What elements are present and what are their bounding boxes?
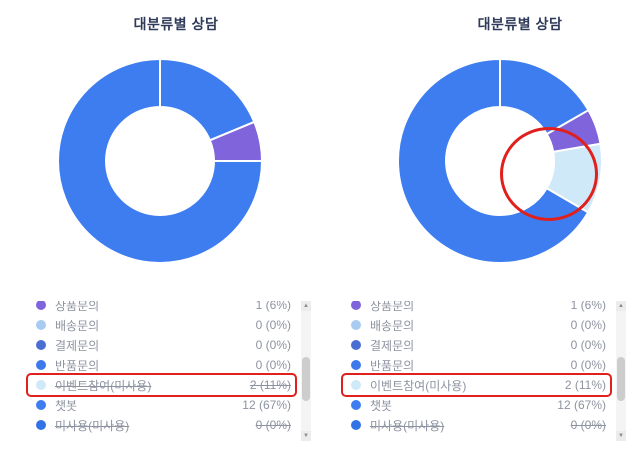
scrollbar-thumb[interactable] [302, 357, 310, 401]
legend-color-dot [36, 340, 46, 350]
donut-chart-right [397, 57, 603, 264]
legend-value: 1 (6%) [570, 301, 606, 312]
legend-label: 반품문의 [370, 358, 415, 373]
legend-value: 0 (0%) [255, 358, 291, 372]
legend-item[interactable]: 이벤트참여(미사용) 2 (11%) [343, 375, 610, 395]
legend-label: 상품문의 [370, 301, 415, 313]
legend-item[interactable]: 반품문의 0 (0%) [343, 355, 610, 375]
legend-value: 12 (67%) [557, 398, 606, 412]
legend-label: 미사용(미사용) [370, 418, 445, 433]
legend-color-dot [351, 320, 361, 330]
legend-label: 반품문의 [55, 358, 100, 373]
legend-label: 이벤트참여(미사용) [370, 378, 467, 393]
legend-color-dot [36, 320, 46, 330]
legend-color-dot [36, 360, 46, 370]
legend-color-dot [351, 301, 361, 310]
donut-chart-left [57, 57, 264, 264]
legend-value: 1 (6%) [255, 301, 291, 312]
legend-value: 2 (11%) [249, 378, 291, 392]
legend-item[interactable]: 미사용(미사용) 0 (0%) [343, 415, 610, 435]
legend-left: 상품문의 1 (6%) 배송문의 0 (0%) 결제문의 0 (0%) 반품문의 0 (0%)… [24, 301, 311, 441]
legend-color-dot [36, 420, 46, 430]
legend-item[interactable]: 미사용(미사용) 0 (0%) [28, 415, 295, 435]
legend-value: 12 (67%) [242, 398, 291, 412]
legend-label: 결제문의 [370, 338, 415, 353]
legend-label: 미사용(미사용) [55, 418, 130, 433]
legend-item[interactable]: 이벤트참여(미사용) 2 (11%) [28, 375, 295, 395]
legend-label: 결제문의 [55, 338, 100, 353]
scrollbar-up-icon[interactable]: ▲ [616, 301, 626, 311]
scrollbar-thumb[interactable] [617, 357, 625, 401]
legend-right: 상품문의 1 (6%) 배송문의 0 (0%) 결제문의 0 (0%) 반품문의 0 (0%)… [339, 301, 626, 441]
legend-value: 0 (0%) [255, 318, 291, 332]
legend-value: 0 (0%) [570, 318, 606, 332]
legend-item[interactable]: 반품문의 0 (0%) [28, 355, 295, 375]
legend-value: 0 (0%) [255, 338, 291, 352]
legend-value: 2 (11%) [564, 378, 606, 392]
legend-label: 배송문의 [370, 318, 415, 333]
legend-item[interactable]: 상품문의 1 (6%) [28, 301, 295, 315]
legend-label: 챗봇 [370, 398, 393, 413]
legend-item[interactable]: 결제문의 0 (0%) [28, 335, 295, 355]
legend-color-dot [351, 360, 361, 370]
donut-segment[interactable] [57, 57, 264, 264]
legend-rows: 상품문의 1 (6%) 배송문의 0 (0%) 결제문의 0 (0%) 반품문의 0 (0%)… [28, 301, 295, 435]
legend-rows: 상품문의 1 (6%) 배송문의 0 (0%) 결제문의 0 (0%) 반품문의 0 (0%)… [343, 301, 610, 435]
legend-item[interactable]: 챗봇 12 (67%) [343, 395, 610, 415]
legend-color-dot [351, 340, 361, 350]
legend-color-dot [351, 420, 361, 430]
legend-label: 배송문의 [55, 318, 100, 333]
chart-title-left: 대분류별 상담 [133, 16, 219, 32]
donut-segment[interactable] [397, 57, 590, 264]
legend-label: 상품문의 [55, 301, 100, 313]
legend-scrollbar[interactable]: ▲ ▼ [616, 301, 626, 441]
legend-item[interactable]: 배송문의 0 (0%) [28, 315, 295, 335]
legend-label: 이벤트참여(미사용) [55, 378, 152, 393]
legend-value: 0 (0%) [570, 358, 606, 372]
legend-color-dot [36, 400, 46, 410]
legend-value: 0 (0%) [255, 418, 291, 432]
legend-item[interactable]: 챗봇 12 (67%) [28, 395, 295, 415]
scrollbar-up-icon[interactable]: ▲ [301, 301, 311, 311]
legend-color-dot [36, 380, 46, 390]
legend-color-dot [351, 380, 361, 390]
legend-item[interactable]: 상품문의 1 (6%) [343, 301, 610, 315]
legend-scrollbar[interactable]: ▲ ▼ [301, 301, 311, 441]
legend-value: 0 (0%) [570, 418, 606, 432]
legend-color-dot [36, 301, 46, 310]
legend-item[interactable]: 결제문의 0 (0%) [343, 335, 610, 355]
scrollbar-down-icon[interactable]: ▼ [301, 431, 311, 441]
legend-item[interactable]: 배송문의 0 (0%) [343, 315, 610, 335]
scrollbar-down-icon[interactable]: ▼ [616, 431, 626, 441]
legend-label: 챗봇 [55, 398, 78, 413]
legend-value: 0 (0%) [570, 338, 606, 352]
chart-title-right: 대분류별 상담 [477, 16, 563, 32]
legend-color-dot [351, 400, 361, 410]
